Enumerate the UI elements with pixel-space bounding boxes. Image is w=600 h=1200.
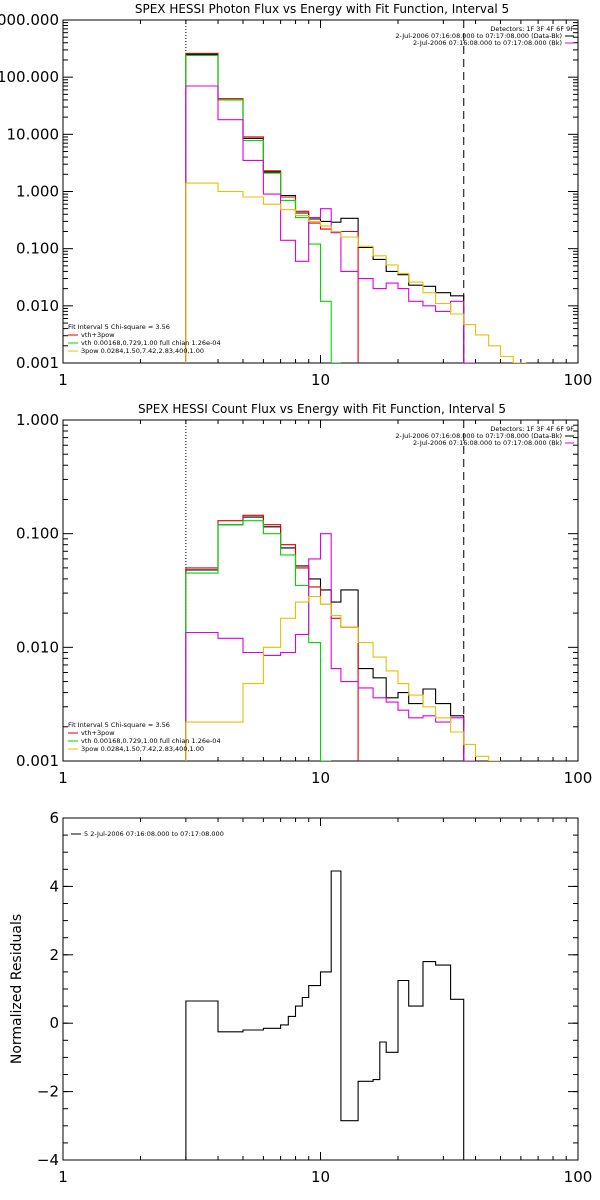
photon-flux-y-tick-label: 0.001 xyxy=(16,354,59,372)
count-flux-legend-right-entry: Detectors: 1F 3F 4F 6F 9F xyxy=(490,425,574,433)
residuals-panel: Normalized Residuals 1 10 100 −4 −2 0 2 4 6 5 2-J… xyxy=(9,809,592,1186)
count-flux-title: SPEX HESSI Count Flux vs Energy with Fit… xyxy=(138,402,506,416)
photon-flux-y-tick-label: 10.000 xyxy=(7,125,60,143)
count-flux-series-3-line xyxy=(185,533,476,761)
residuals-x-tick-label: 10 xyxy=(311,1168,330,1186)
residuals-y-tick-label: 4 xyxy=(49,877,59,895)
residuals-y-tick-label: 2 xyxy=(49,946,59,964)
photon-flux-x-tick-label: 1 xyxy=(58,371,68,389)
count-flux-y-tick-label: 1.000 xyxy=(16,411,59,429)
photon-flux-legend-right-entry: 2-Jul-2006 07:16:08.000 to 07:17:08.000 … xyxy=(395,32,562,40)
photon-flux-legend-left-entry: Fit Interval 5 Chi-square = 3.56 xyxy=(68,323,170,331)
photon-flux-legend-left-entry: vth+3pow xyxy=(81,331,115,339)
count-flux-x-tick-label: 1 xyxy=(58,769,68,787)
residuals-y-tick-label: −4 xyxy=(37,1151,59,1169)
residuals-y-axis-label: Normalized Residuals xyxy=(9,914,25,1064)
residuals-axes-frame xyxy=(62,817,579,1161)
count-flux-y-tick-label: 0.100 xyxy=(16,525,59,543)
residuals-legend-entry: 5 2-Jul-2006 07:16:08.000 to 07:17:08.00… xyxy=(84,830,224,838)
photon-flux-series-3-line xyxy=(185,85,476,363)
photon-flux-axes-frame xyxy=(62,19,579,364)
count-flux-legend-left-entry: 3pow 0.0284,1.50,7.42,2.83,400,1.00 xyxy=(81,745,204,753)
photon-flux-panel: SPEX HESSI Photon Flux vs Energy with Fi… xyxy=(0,2,592,389)
count-flux-panel: SPEX HESSI Count Flux vs Energy with Fit… xyxy=(16,402,592,787)
count-flux-legend-left-entry: Fit Interval 5 Chi-square = 3.56 xyxy=(68,721,170,729)
photon-flux-y-tick-label: 0.010 xyxy=(16,297,59,315)
photon-flux-x-tick-label: 100 xyxy=(564,371,593,389)
residuals-y-tick-label: −2 xyxy=(37,1083,59,1101)
count-flux-series-4-line xyxy=(185,595,501,761)
count-flux-y-tick-label: 0.001 xyxy=(16,752,59,770)
residuals-x-tick-label: 1 xyxy=(58,1168,68,1186)
count-flux-legend-left-entry: vth+3pow xyxy=(81,729,115,737)
count-flux-legend-right-entry: 2-Jul-2006 07:16:08.000 to 07:17:08.000 … xyxy=(413,439,562,447)
count-flux-series-1-line xyxy=(185,514,359,761)
residuals-series-0-line xyxy=(185,870,465,1160)
count-flux-legend-left-entry: vth 0.00168,0.729,1.00 full chian 1.26e-… xyxy=(81,737,221,745)
photon-flux-series-4-line xyxy=(185,182,527,363)
count-flux-legend-right-entry: 2-Jul-2006 07:16:08.000 to 07:17:08.000 … xyxy=(395,432,562,440)
photon-flux-y-tick-label: 1.000 xyxy=(16,183,59,201)
photon-flux-legend-right-entry: Detectors: 1F 3F 4F 6F 9F xyxy=(490,25,574,33)
photon-flux-legend-right-entry: 2-Jul-2006 07:16:08.000 to 07:17:08.000 … xyxy=(413,39,562,47)
residuals-x-tick-label: 100 xyxy=(564,1168,593,1186)
photon-flux-series-2-line xyxy=(185,54,341,363)
photon-flux-y-tick-label: 100.000 xyxy=(0,68,59,86)
photon-flux-legend-left-entry: 3pow 0.0284,1.50,7.42,2.83,400,1.00 xyxy=(81,347,204,355)
photon-flux-x-tick-label: 10 xyxy=(311,371,330,389)
count-flux-series-2-line xyxy=(185,520,332,761)
photon-flux-title: SPEX HESSI Photon Flux vs Energy with Fi… xyxy=(135,2,509,16)
residuals-y-tick-label: 6 xyxy=(49,809,59,827)
photon-flux-legend-left-entry: vth 0.00168,0.729,1.00 full chian 1.26e-… xyxy=(81,339,221,347)
count-flux-x-tick-label: 100 xyxy=(564,769,593,787)
count-flux-x-tick-label: 10 xyxy=(311,769,330,787)
photon-flux-y-tick-label: 0.100 xyxy=(16,240,59,258)
residuals-y-tick-label: 0 xyxy=(49,1014,59,1032)
photon-flux-series-1-line xyxy=(185,52,359,363)
count-flux-y-tick-label: 0.010 xyxy=(16,638,59,656)
